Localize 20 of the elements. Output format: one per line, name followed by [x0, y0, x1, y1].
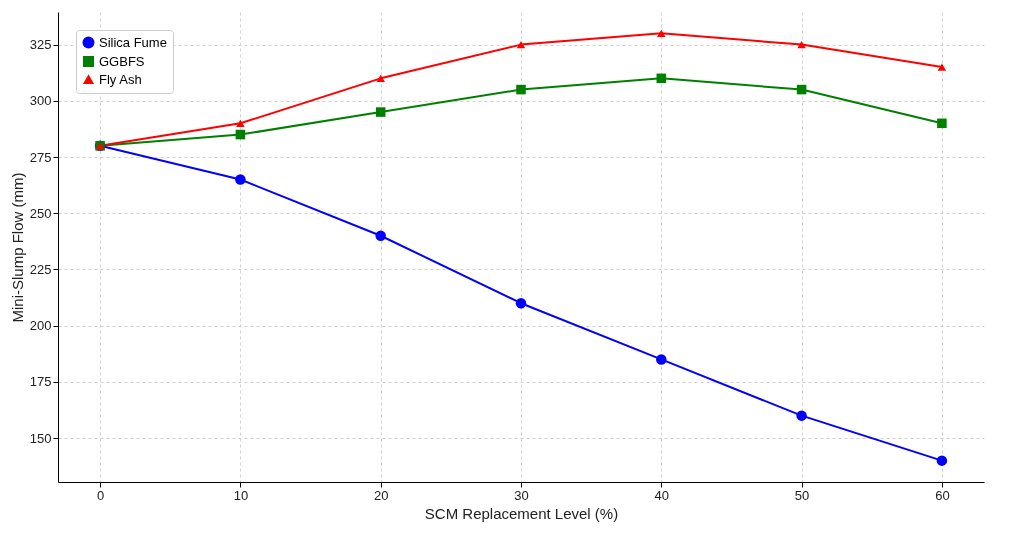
- y-tick-label: 150: [29, 430, 52, 446]
- legend-label: Fly Ash: [99, 71, 142, 87]
- x-tick-label: 40: [654, 487, 670, 503]
- y-tick-label: 325: [29, 37, 52, 53]
- x-tick-label: 20: [373, 487, 389, 503]
- y-tick-label: 250: [29, 205, 52, 221]
- y-tick-label: 300: [29, 93, 52, 109]
- y-tick-label: 225: [29, 261, 52, 277]
- x-tick-label: 50: [794, 487, 810, 503]
- y-tick-label: 200: [29, 318, 52, 334]
- x-tick-label: 30: [514, 487, 529, 503]
- legend-label: Silica Fume: [99, 34, 167, 50]
- x-tick-label: 10: [233, 487, 249, 503]
- x-tick-label: 0: [96, 487, 105, 503]
- y-tick-label: 275: [29, 149, 52, 165]
- y-tick-label: 175: [29, 374, 52, 390]
- x-axis-title: SCM Replacement Level (%): [424, 504, 619, 522]
- x-tick-label: 60: [935, 487, 950, 503]
- y-axis-title: Mini-Slump Flow (mm): [8, 172, 26, 323]
- legend-label: GGBFS: [99, 53, 145, 69]
